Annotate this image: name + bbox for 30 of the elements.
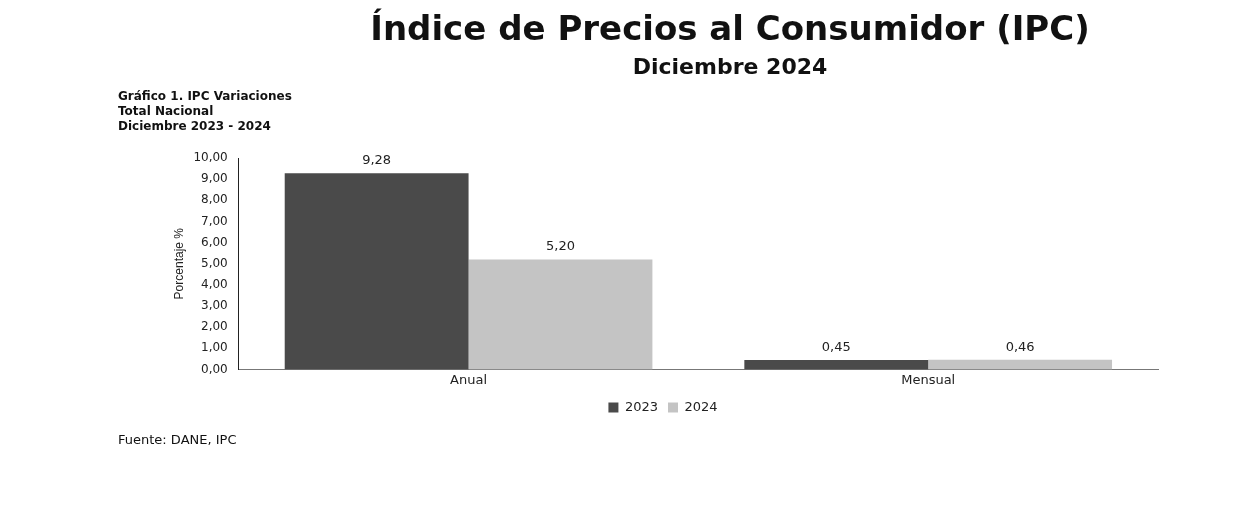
legend-label: 2023: [624, 398, 659, 414]
bar: [928, 359, 1113, 370]
y-tick-label: 3,00: [201, 298, 228, 313]
y-tick-label: 10,00: [193, 150, 228, 165]
data-label: 5,20: [546, 238, 575, 254]
source-note: Fuente: DANE, IPC: [118, 432, 238, 447]
bar: [744, 359, 929, 370]
x-tick-label: Mensual: [901, 371, 956, 387]
legend-label: 2024: [684, 398, 718, 414]
chart-subtitle: Diciembre 2024: [631, 54, 829, 79]
bar: [284, 173, 469, 370]
bar: [468, 259, 653, 370]
y-tick-label: 7,00: [201, 213, 228, 228]
text: Gráfico 1. IPC Variaciones: [118, 89, 293, 104]
data-label: 0,46: [1005, 338, 1035, 354]
y-tick-label: 2,00: [201, 319, 228, 334]
y-tick-label: 5,00: [201, 255, 228, 270]
y-tick-label: 0,00: [201, 361, 228, 376]
text: Total Nacional: [118, 104, 215, 119]
data-label: 0,45: [821, 338, 851, 354]
chart-title: Índice de Precios al Consumidor (IPC): [369, 8, 1091, 48]
y-axis-title: Porcentaje %: [171, 227, 186, 300]
text: Diciembre 2023 - 2024: [118, 119, 272, 134]
y-tick-label: 9,00: [201, 171, 228, 186]
y-tick-label: 4,00: [201, 276, 228, 291]
y-tick-label: 6,00: [201, 234, 228, 249]
x-tick-label: Anual: [450, 371, 488, 387]
data-label: 9,28: [362, 152, 392, 168]
y-tick-label: 1,00: [201, 340, 228, 355]
y-tick-label: 8,00: [201, 192, 228, 207]
